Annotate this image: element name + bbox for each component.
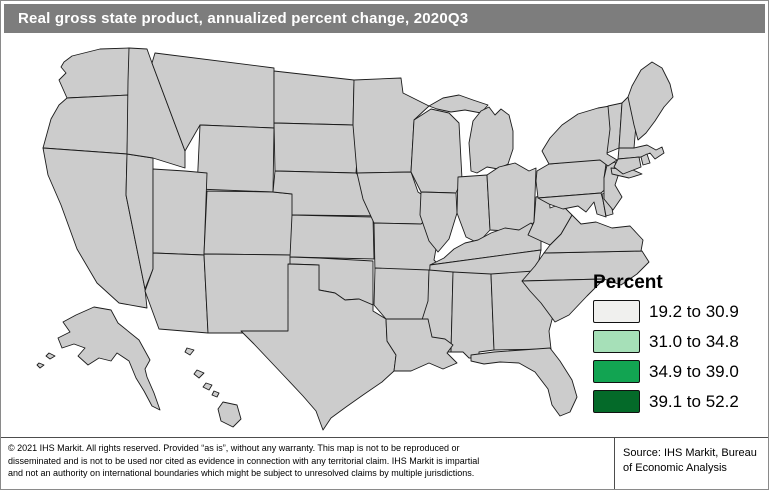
disclaimer: © 2021 IHS Markit. All rights reserved. … bbox=[8, 442, 608, 480]
legend-item-label: 31.0 to 34.8 bbox=[649, 331, 739, 351]
state-arkansas bbox=[373, 267, 430, 320]
title-bar: Real gross state product, annualized per… bbox=[4, 4, 765, 33]
state-north-carolina bbox=[521, 250, 650, 286]
legend-title: Percent bbox=[593, 272, 663, 293]
state-florida bbox=[470, 347, 578, 417]
state-alaska bbox=[57, 306, 161, 411]
state-wyoming bbox=[196, 124, 275, 193]
state-alabama bbox=[450, 271, 495, 359]
legend-swatch-bucket-4 bbox=[593, 390, 640, 413]
disclaimer-line-1: © 2021 IHS Markit. All rights reserved. … bbox=[8, 443, 460, 453]
legend-item: 19.2 to 30.9 bbox=[593, 300, 765, 323]
state-arizona bbox=[144, 252, 209, 334]
source-line-1: Source: IHS Markit, Bureau bbox=[623, 447, 757, 459]
state-new-york bbox=[541, 105, 618, 167]
disclaimer-line-3: and not an authority on international bo… bbox=[8, 468, 475, 478]
state-south-dakota bbox=[273, 122, 360, 174]
state-utah bbox=[152, 168, 208, 256]
state-alaska-aleutian-island bbox=[36, 362, 45, 369]
state-south-carolina bbox=[521, 278, 605, 323]
state-colorado bbox=[203, 190, 294, 256]
legend-swatch-bucket-3 bbox=[593, 360, 640, 383]
state-hawaii-oahu bbox=[193, 369, 205, 379]
legend-swatch-bucket-1 bbox=[593, 300, 640, 323]
legend: Percent 19.2 to 30.9 31.0 to 34.8 34.9 t… bbox=[593, 272, 765, 420]
state-louisiana bbox=[385, 318, 458, 372]
state-hawaii-kauai bbox=[184, 347, 195, 356]
legend-item: 31.0 to 34.8 bbox=[593, 330, 765, 353]
state-north-dakota bbox=[273, 70, 355, 126]
state-connecticut bbox=[613, 156, 642, 175]
state-illinois bbox=[419, 191, 458, 253]
state-michigan-lower bbox=[468, 106, 514, 174]
legend-item-label: 34.9 to 39.0 bbox=[649, 361, 739, 381]
state-pennsylvania bbox=[535, 158, 611, 199]
state-hawaii-molokai bbox=[202, 382, 213, 391]
state-rhode-island bbox=[640, 153, 651, 166]
legend-item-label: 39.1 to 52.2 bbox=[649, 391, 739, 411]
legend-item-label: 19.2 to 30.9 bbox=[649, 301, 739, 321]
state-hawaii-maui bbox=[211, 390, 220, 398]
state-washington bbox=[58, 47, 130, 99]
disclaimer-line-2: disseminated and is not to be used nor c… bbox=[8, 455, 480, 466]
legend-item: 39.1 to 52.2 bbox=[593, 390, 765, 413]
state-texas bbox=[240, 263, 397, 431]
state-alaska-aleutian-island bbox=[45, 352, 56, 360]
state-maine bbox=[627, 61, 674, 141]
state-indiana bbox=[456, 174, 491, 244]
source-attribution: Source: IHS Markit, Bureau of Economic A… bbox=[623, 446, 765, 476]
legend-swatch-bucket-2 bbox=[593, 330, 640, 353]
state-vermont bbox=[606, 102, 623, 154]
state-virginia bbox=[543, 214, 644, 254]
map-title: Real gross state product, annualized per… bbox=[18, 10, 469, 27]
footer-divider bbox=[614, 438, 615, 489]
state-idaho bbox=[126, 47, 186, 169]
state-oregon bbox=[42, 94, 130, 155]
footer: © 2021 IHS Markit. All rights reserved. … bbox=[1, 437, 768, 489]
state-hawaii-big-island bbox=[217, 401, 242, 428]
state-wisconsin bbox=[410, 108, 463, 194]
legend-item: 34.9 to 39.0 bbox=[593, 360, 765, 383]
state-kansas bbox=[289, 214, 375, 260]
state-new-mexico bbox=[203, 253, 292, 334]
state-shapes bbox=[36, 47, 674, 431]
source-line-2: of Economic Analysis bbox=[623, 462, 727, 474]
